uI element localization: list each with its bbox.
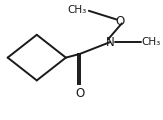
- Text: N: N: [106, 36, 115, 48]
- Text: CH₃: CH₃: [67, 5, 87, 15]
- Text: O: O: [75, 87, 84, 100]
- Text: CH₃: CH₃: [142, 37, 161, 47]
- Text: O: O: [115, 15, 124, 28]
